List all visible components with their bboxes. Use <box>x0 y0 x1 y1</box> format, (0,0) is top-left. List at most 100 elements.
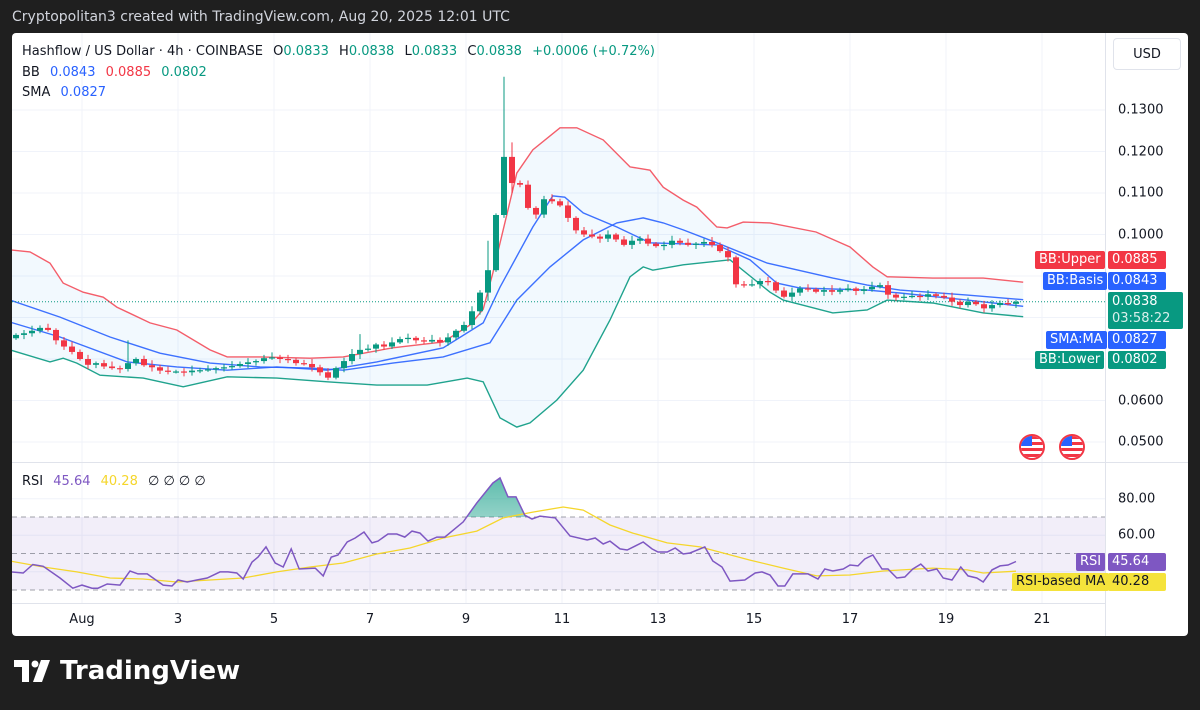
candle-body <box>253 361 259 363</box>
candle <box>357 334 363 359</box>
close-value: 0.0838 <box>476 44 522 59</box>
candle-body <box>125 363 131 369</box>
sma-value: 0.0827 <box>60 85 107 100</box>
candle <box>693 241 699 250</box>
candle <box>317 364 323 376</box>
candle-body <box>917 295 923 298</box>
candle <box>597 234 603 243</box>
candle <box>269 352 275 360</box>
candle-body <box>461 324 467 331</box>
chart-caption: Cryptopolitan3 created with TradingView.… <box>12 9 510 25</box>
us-flag-event-icon[interactable] <box>1059 434 1085 460</box>
rsi-axis-label: 60.00 <box>1118 527 1156 543</box>
candle-body <box>909 295 915 298</box>
candle <box>453 329 459 340</box>
bb-lower-line <box>12 259 1024 428</box>
candle-body <box>333 368 339 378</box>
candle <box>1005 298 1011 306</box>
bb-basis-line <box>12 217 1024 371</box>
candle <box>157 364 163 374</box>
candle <box>725 246 731 262</box>
candle-body <box>133 359 139 364</box>
candle <box>701 238 707 247</box>
candle <box>237 361 243 368</box>
candle-body <box>589 234 595 237</box>
tradingview-logo[interactable]: TradingView <box>14 656 240 686</box>
tradingview-logo-icon <box>14 660 50 682</box>
candle <box>637 236 643 245</box>
candle-body <box>109 366 115 369</box>
candle <box>405 333 411 344</box>
candle <box>733 255 739 288</box>
candle <box>261 354 267 364</box>
candle <box>781 287 787 299</box>
time-axis-label: 19 <box>937 612 955 627</box>
rsi-ma-tag-name: RSI-based MA <box>1012 573 1110 591</box>
candle-body <box>613 234 619 240</box>
candle <box>605 230 611 242</box>
rsi-legend[interactable]: RSI 45.64 40.28 ∅ ∅ ∅ ∅ <box>22 474 212 489</box>
candle <box>349 349 355 365</box>
bb-label: BB <box>22 65 40 80</box>
candle <box>45 323 51 332</box>
symbol-title[interactable]: Hashflow / US Dollar · 4h · COINBASE <box>22 44 264 59</box>
candle <box>381 341 387 350</box>
rsi-label: RSI <box>22 474 44 489</box>
candle-body <box>341 361 347 369</box>
candle-body <box>149 365 155 368</box>
candle <box>741 280 747 288</box>
currency-button[interactable]: USD <box>1113 38 1181 70</box>
candle-body <box>93 363 99 365</box>
candle-body <box>981 304 987 309</box>
candle-body <box>37 327 43 331</box>
candle-body <box>477 292 483 312</box>
candle-body <box>421 340 427 342</box>
candle <box>821 286 827 296</box>
candle <box>581 227 587 237</box>
candle <box>685 238 691 247</box>
candle <box>229 361 235 370</box>
candle-body <box>885 285 891 295</box>
time-axis-label: Aug <box>69 612 95 627</box>
bb-legend[interactable]: BB 0.0843 0.0885 0.0802 <box>22 65 213 80</box>
candle-body <box>949 297 955 302</box>
sma-legend[interactable]: SMA 0.0827 <box>22 85 112 100</box>
candle <box>29 325 35 337</box>
candle <box>429 334 435 344</box>
time-axis-label: 5 <box>269 612 279 627</box>
candle-body <box>965 301 971 306</box>
candle-body <box>533 207 539 215</box>
candle <box>941 292 947 300</box>
candle-body <box>325 372 331 378</box>
candle-body <box>445 337 451 343</box>
candle <box>373 342 379 353</box>
candle <box>557 198 563 208</box>
candle <box>813 287 819 294</box>
us-flag-event-icon[interactable] <box>1019 434 1045 460</box>
candle-body <box>197 370 203 372</box>
candle-body <box>581 230 587 235</box>
candle-body <box>485 270 491 293</box>
candle <box>653 241 659 248</box>
bb-lower-tag-name: BB:Lower <box>1035 351 1105 369</box>
candle-body <box>797 288 803 293</box>
candle-body <box>269 357 275 359</box>
candle-body <box>645 238 651 244</box>
low-label: L <box>404 44 412 59</box>
candle <box>757 278 763 289</box>
rsi-ma-tag-value: 40.28 <box>1108 573 1166 591</box>
candle <box>125 340 131 372</box>
sma-label: SMA <box>22 85 51 100</box>
candle-body <box>989 305 995 309</box>
bb-basis-tag-name: BB:Basis <box>1043 272 1108 290</box>
candle <box>181 368 187 377</box>
candle <box>117 365 123 374</box>
candle <box>437 337 443 347</box>
bb-lower-tag-value: 0.0802 <box>1108 351 1166 369</box>
candle-body <box>933 294 939 296</box>
candle-body <box>717 244 723 252</box>
candle <box>949 292 955 306</box>
candle <box>709 236 715 248</box>
bb-basis-value: 0.0843 <box>49 65 96 80</box>
